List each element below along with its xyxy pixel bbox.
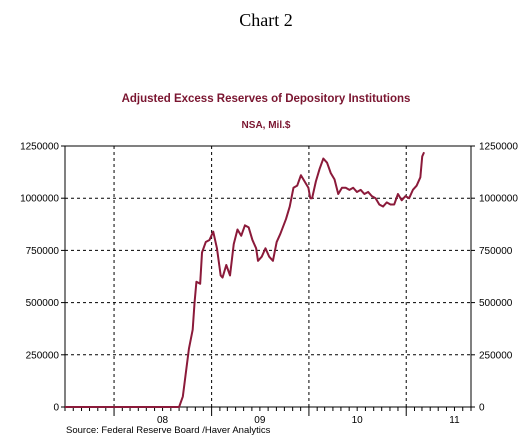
- x-tick-label: 09: [254, 415, 266, 426]
- x-tick-label: 08: [157, 415, 169, 426]
- page-heading: Chart 2: [239, 10, 293, 30]
- plot-frame: [64, 145, 472, 408]
- source-note: Source: Federal Reserve Board /Haver Ana…: [66, 425, 271, 436]
- y-tick-label-right: 250000: [479, 350, 513, 361]
- y-tick-label-right: 1250000: [479, 142, 518, 153]
- series-line-excess-reserves: [65, 151, 425, 408]
- y-tick-label-left: 1250000: [20, 142, 59, 153]
- x-tick-label: 10: [352, 415, 364, 426]
- y-tick-label-right: 1000000: [479, 194, 518, 205]
- y-tick-label-left: 500000: [26, 298, 60, 309]
- y-tick-label-left: 250000: [26, 350, 60, 361]
- y-tick-label-right: 750000: [479, 246, 513, 257]
- y-tick-label-left: 750000: [26, 246, 60, 257]
- y-tick-label-right: 0: [479, 403, 485, 414]
- y-tick-label-left: 0: [53, 403, 59, 414]
- y-tick-label-right: 500000: [479, 298, 513, 309]
- chart-title: Adjusted Excess Reserves of Depository I…: [121, 93, 411, 105]
- y-tick-label-left: 1000000: [20, 194, 59, 205]
- x-tick-label: 11: [449, 415, 460, 426]
- chart-subtitle: NSA, Mil.$: [241, 120, 291, 131]
